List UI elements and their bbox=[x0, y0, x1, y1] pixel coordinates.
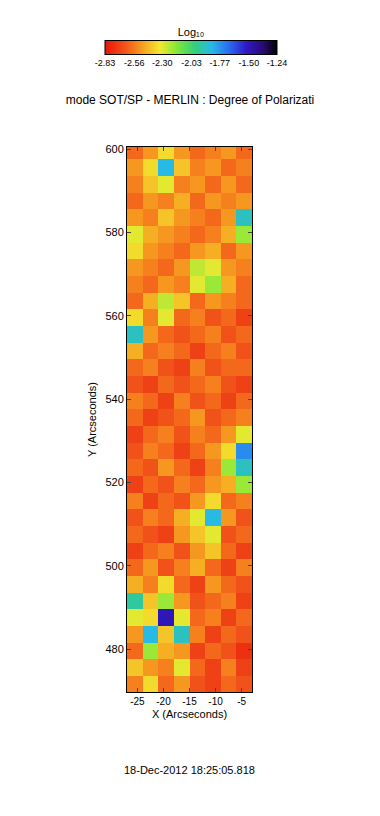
svg-text:520: 520 bbox=[105, 476, 123, 488]
svg-text:560: 560 bbox=[105, 310, 123, 322]
svg-text:mode SOT/SP - MERLIN : Degree: mode SOT/SP - MERLIN : Degree of Polariz… bbox=[66, 93, 315, 107]
svg-text:-5: -5 bbox=[237, 696, 246, 707]
svg-text:-20: -20 bbox=[156, 696, 171, 707]
svg-text:18-Dec-2012 18:25:05.818: 18-Dec-2012 18:25:05.818 bbox=[124, 764, 255, 776]
svg-text:480: 480 bbox=[105, 643, 123, 655]
svg-text:-1.50: -1.50 bbox=[239, 58, 260, 68]
svg-text:580: 580 bbox=[105, 226, 123, 238]
svg-text:-15: -15 bbox=[182, 696, 197, 707]
svg-text:-10: -10 bbox=[208, 696, 223, 707]
svg-text:600: 600 bbox=[105, 143, 123, 155]
svg-text:500: 500 bbox=[105, 560, 123, 572]
svg-text:540: 540 bbox=[105, 393, 123, 405]
svg-text:-2.83: -2.83 bbox=[95, 58, 116, 68]
svg-text:Y (Arcseconds): Y (Arcseconds) bbox=[86, 382, 98, 457]
svg-text:-1.77: -1.77 bbox=[209, 58, 230, 68]
svg-text:-2.56: -2.56 bbox=[124, 58, 145, 68]
svg-text:-25: -25 bbox=[130, 696, 145, 707]
svg-text:-2.30: -2.30 bbox=[152, 58, 173, 68]
svg-text:-2.03: -2.03 bbox=[181, 58, 202, 68]
svg-text:Log₁₀: Log₁₀ bbox=[178, 26, 205, 38]
svg-text:X (Arcseconds): X (Arcseconds) bbox=[152, 708, 227, 720]
svg-text:-1.24: -1.24 bbox=[267, 58, 288, 68]
